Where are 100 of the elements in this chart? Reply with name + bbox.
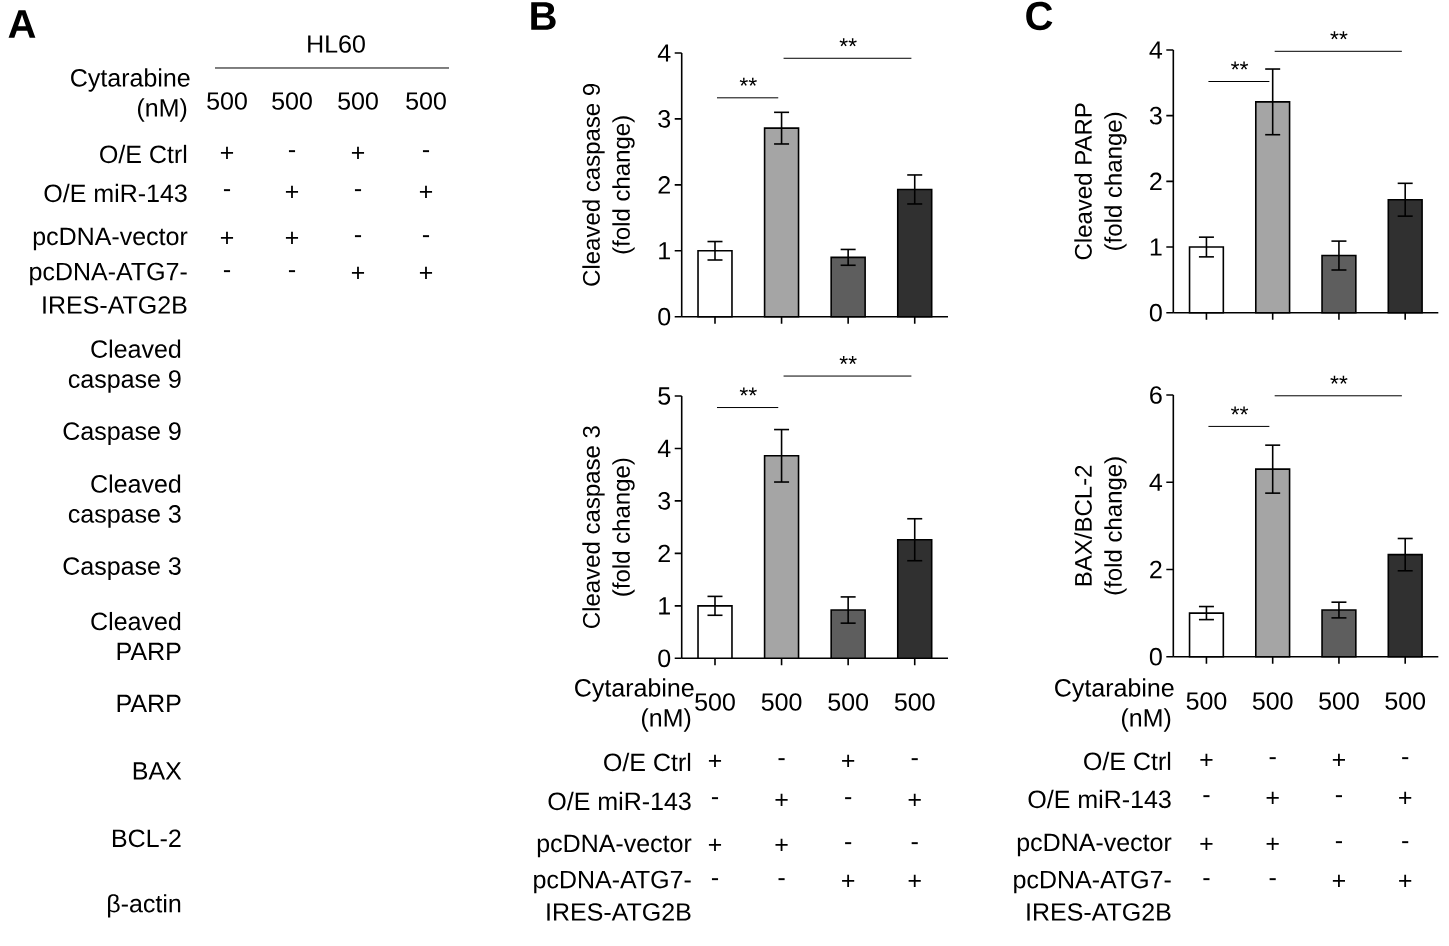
text: - [422,235,430,238]
text: - [354,235,362,238]
y-axis-title: Cleaved caspase 3 (fold change) [582,426,635,628]
text: + [419,185,433,198]
text: + [419,266,433,279]
y-tick-label: 2 [1150,172,1162,191]
y-tick-label: 0 [658,307,671,326]
chart-title: B [531,2,556,30]
text: ** [839,38,857,47]
text: + [1332,874,1345,888]
text: 500 [207,92,247,110]
text: + [775,838,788,852]
text: - [422,150,430,153]
text: - [1269,757,1276,760]
text: pcDNA-vector [1017,833,1172,857]
text: - [711,797,719,800]
y-tick-label: 1 [659,242,670,260]
y-tick-label: 4 [657,44,671,62]
text: Cleaved caspase 3 [68,474,181,528]
text: + [708,838,722,852]
y-tick-label: 4 [1149,473,1163,491]
text: - [778,878,785,881]
text: O/E miR-143 [44,183,187,203]
text: ** [1330,31,1348,40]
text: - [1402,757,1409,760]
text: + [842,874,855,888]
text: Caspase 3 [63,557,181,580]
text: HL60 [308,35,365,53]
text: - [1335,795,1342,798]
text: 500 [272,92,312,110]
text: - [288,270,296,273]
text: + [220,231,234,244]
y-tick-label: 2 [658,176,670,194]
text: Cytarabine (nM) [1055,678,1174,732]
text: A [8,10,36,38]
text: + [842,754,855,768]
y-tick-label: 0 [1149,303,1162,322]
text: Caspase 9 [63,422,181,445]
text: O/E Ctrl [1084,751,1171,771]
y-tick-label: 2 [658,544,670,563]
text: + [908,793,921,807]
y-tick-label: 6 [1150,386,1162,404]
text: pcDNA-ATG7- [1014,870,1171,894]
y-tick-label: 5 [658,387,671,405]
text: O/E Ctrl [100,144,187,164]
text: - [911,758,918,761]
text: ** [739,387,757,396]
text: Cleaved PARP [91,611,181,661]
text: 500 [406,92,446,110]
text: + [1332,753,1345,767]
text: + [351,266,365,279]
annotation: ** [739,77,757,86]
text: + [775,793,788,807]
text: - [354,189,362,192]
y-tick-label: 2 [1150,560,1162,579]
text: ** [839,356,857,365]
text: 500 [1319,692,1359,710]
annotation: ** [1230,406,1249,415]
text: - [778,758,785,761]
text: + [285,231,299,244]
text: - [845,797,852,800]
text: pcDNA-ATG7- [534,870,691,894]
text: O/E Ctrl [604,752,691,772]
text: BCL-2 [112,829,181,848]
y-tick-label: 3 [1149,106,1162,125]
text: O/E miR-143 [1028,789,1171,809]
text: Cytarabine (nM) [71,68,190,122]
text: - [1402,841,1409,844]
text: β-actin [108,894,181,918]
text: + [908,874,921,888]
text: 500 [828,693,869,711]
text: pcDNA-vector [537,834,692,858]
text: BAX [133,762,182,780]
y-axis-title: Cleaved caspase 9 (fold change) [582,83,635,286]
text: O/E miR-143 [548,791,691,811]
y-tick-label: 0 [658,649,671,668]
text: pcDNA-ATG7- [30,262,187,286]
text: 500 [338,92,378,110]
text: - [845,842,852,845]
text: 500 [1385,692,1426,710]
text: - [1203,795,1210,798]
text: 500 [695,693,735,711]
text: - [1203,878,1210,881]
text: 500 [1186,692,1227,710]
annotation: ** [1230,61,1249,70]
text: pcDNA-vector [33,227,188,251]
text: - [1269,878,1276,881]
text: 500 [761,693,802,711]
text: + [1399,874,1412,888]
text: ** [1330,375,1348,384]
text: + [1399,791,1412,805]
text: + [1266,791,1279,805]
y-axis-title: BAX/BCL-2 (fold change) [1074,457,1127,595]
text: Cleaved caspase 9 [68,339,181,393]
text: 500 [1252,692,1293,710]
text: Cytarabine (nM) [575,678,694,732]
text: IRES-ATG2B [1027,903,1171,921]
text: IRES-ATG2B [43,296,187,314]
text: + [351,146,365,159]
text: + [708,754,722,768]
